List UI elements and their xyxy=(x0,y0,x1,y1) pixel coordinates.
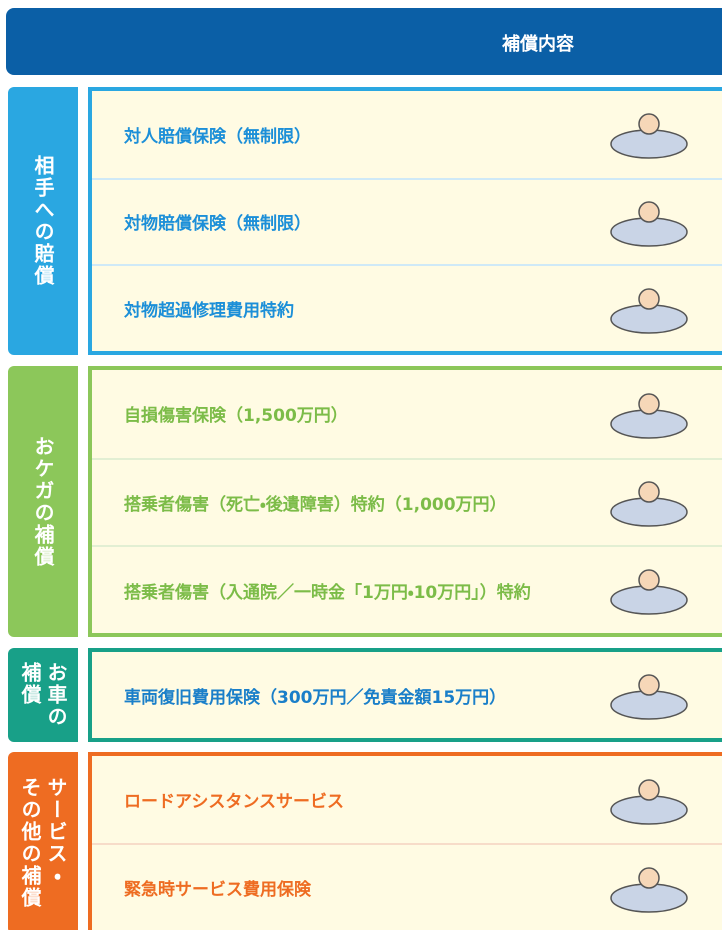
coverage-name: 対物賠償保険（無制限） xyxy=(124,214,311,235)
section-label: お車の 補償 xyxy=(8,648,78,742)
illustration xyxy=(610,569,688,615)
header-title: 補償内容 xyxy=(502,34,574,55)
coverage-row: 車両復旧費用保険（300万円／免責金額15万円） xyxy=(92,652,722,738)
coverage-row: 対物超過修理費用特約 xyxy=(92,264,722,351)
section-box: ロードアシスタンスサービス 緊急時サービス費用保険 xyxy=(88,752,722,930)
coverage-row: 自損傷害保険（1,500万円） xyxy=(92,370,722,458)
section-label: 相手への賠償 xyxy=(8,87,78,355)
coverage-row: ロードアシスタンスサービス xyxy=(92,756,722,843)
illustration xyxy=(610,674,688,720)
coverage-name: 緊急時サービス費用保険 xyxy=(124,880,311,900)
section-box: 対人賠償保険（無制限） 対物賠償保険（無制限） 対物超過修理費用特約 xyxy=(88,87,722,355)
coverage-name: 対人賠償保険（無制限） xyxy=(124,126,311,147)
illustration xyxy=(610,778,688,825)
label-line: お車の xyxy=(44,662,68,728)
coverage-row: 搭乗者傷害（死亡・後遺障害）特約（1,000万円） xyxy=(92,457,722,546)
section-box: 自損傷害保険（1,500万円） 搭乗者傷害（死亡・後遺障害）特約（1,000万円）… xyxy=(88,366,722,637)
coverage-name: 搭乗者傷害（死亡・後遺障害）特約（1,000万円） xyxy=(124,494,507,515)
illustration xyxy=(610,287,688,334)
illustration xyxy=(610,866,688,913)
coverage-name: 車両復旧費用保険（300万円／免責金額15万円） xyxy=(124,687,507,708)
section-label: サービス・ その他の補償 xyxy=(8,752,78,930)
label-line: おケガの補償 xyxy=(31,435,55,568)
section-label: おケガの補償 xyxy=(8,366,78,637)
label-line: その他の補償 xyxy=(18,777,42,909)
illustration xyxy=(610,481,688,528)
illustration xyxy=(610,201,688,247)
coverage-name: 自損傷害保険（1,500万円） xyxy=(124,406,348,427)
section-label-text: サービス・ その他の補償 xyxy=(17,777,69,909)
section-box: 車両復旧費用保険（300万円／免責金額15万円） xyxy=(88,648,722,742)
table-header: 補償内容 xyxy=(6,8,722,75)
coverage-name: ロードアシスタンスサービス xyxy=(124,792,344,812)
coverage-row: 緊急時サービス費用保険 xyxy=(92,843,722,930)
label-line: 補償 xyxy=(18,662,42,706)
coverage-name: 搭乗者傷害（入通院／一時金「1万円・10万円」）特約 xyxy=(124,582,531,603)
coverage-row: 搭乗者傷害（入通院／一時金「1万円・10万円」）特約 xyxy=(92,545,722,633)
coverage-row: 対人賠償保険（無制限） xyxy=(92,91,722,178)
label-line: サービス・ xyxy=(44,777,68,887)
illustration xyxy=(610,113,688,160)
section-label-text: お車の 補償 xyxy=(17,662,69,728)
coverage-name: 対物超過修理費用特約 xyxy=(124,301,294,322)
illustration xyxy=(610,393,688,439)
section-label-text: 相手への賠償 xyxy=(30,155,56,287)
label-line: 相手への賠償 xyxy=(31,155,55,287)
section-label-text: おケガの補償 xyxy=(30,436,56,568)
coverage-row: 対物賠償保険（無制限） xyxy=(92,177,722,265)
